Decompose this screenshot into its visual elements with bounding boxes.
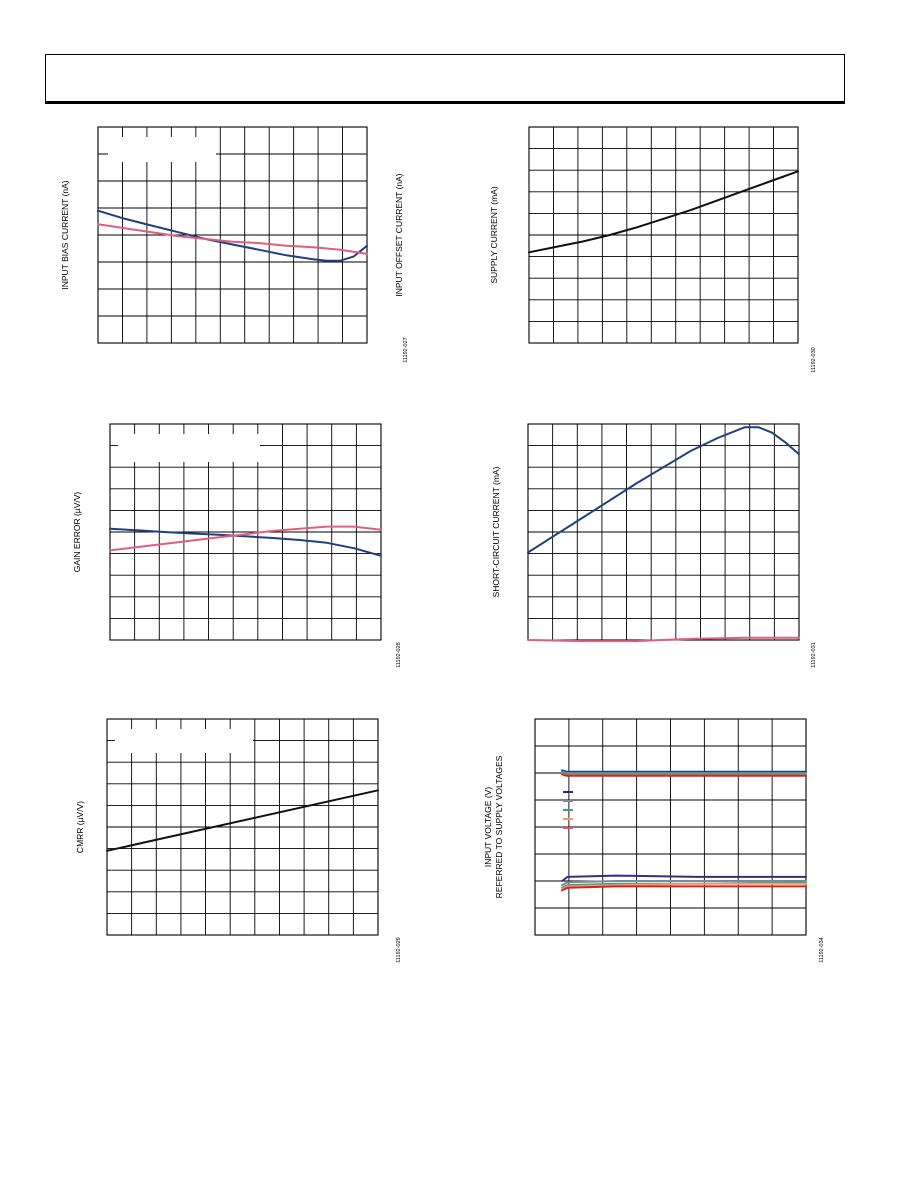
chart-input-bias-offset: INPUT BIAS CURRENT (nA) INPUT OFFSET CURR… bbox=[60, 126, 409, 363]
series-line-2 bbox=[97, 223, 368, 255]
y-axis-label: SUPPLY CURRENT (mA) bbox=[489, 186, 499, 283]
chart-cmrr: CMRR (µV/V) 11192-029 bbox=[75, 718, 402, 963]
y-axis-label: SHORT-CIRCUIT CURRENT (mA) bbox=[491, 466, 501, 597]
plot-frame bbox=[97, 126, 368, 344]
figure-id: 11192-027 bbox=[403, 337, 409, 363]
legend-box bbox=[108, 137, 216, 162]
figure-id: 11192-030 bbox=[811, 347, 817, 373]
page-header bbox=[45, 54, 845, 102]
y-axis-label: INPUT VOLTAGE (V) bbox=[483, 787, 493, 867]
series-line-3 bbox=[561, 772, 807, 776]
plot-frame bbox=[534, 718, 807, 936]
figure-id: 11192-034 bbox=[819, 937, 825, 963]
y-axis-label: INPUT BIAS CURRENT (nA) bbox=[60, 180, 70, 289]
series-line-1 bbox=[97, 209, 368, 262]
series-line-6 bbox=[561, 880, 807, 887]
series-line-1 bbox=[527, 426, 800, 554]
series-line-1 bbox=[106, 789, 379, 852]
series-line-1 bbox=[528, 170, 799, 254]
series-line-2 bbox=[527, 636, 800, 643]
figure-id: 11192-029 bbox=[396, 937, 402, 963]
y-axis-label-right: INPUT OFFSET CURRENT (nA) bbox=[394, 173, 404, 296]
series-line-1 bbox=[561, 769, 807, 773]
y-axis-label: GAIN ERROR (µV/V) bbox=[72, 492, 82, 573]
plot-frame bbox=[106, 718, 379, 936]
series-line-2 bbox=[109, 525, 382, 552]
series-line-5 bbox=[561, 874, 807, 882]
legend-box bbox=[115, 729, 253, 753]
series-line-2 bbox=[561, 770, 807, 774]
chart-gain-error: GAIN ERROR (µV/V) 11192-028 bbox=[72, 423, 402, 668]
series-line-4 bbox=[561, 773, 807, 777]
y-axis-label: CMRR (µV/V) bbox=[75, 801, 85, 853]
legend-box bbox=[118, 434, 260, 462]
series-line-8 bbox=[561, 882, 807, 891]
y-axis-label-line2: REFERRED TO SUPPLY VOLTAGES bbox=[494, 755, 504, 898]
figure-id: 11192-028 bbox=[396, 642, 402, 668]
header-rule bbox=[45, 101, 845, 104]
chart-supply-current: SUPPLY CURRENT (mA) 11192-030 bbox=[489, 126, 817, 373]
figure-id: 11192-031 bbox=[811, 642, 817, 668]
plot-frame bbox=[109, 423, 382, 641]
chart-input-voltage: INPUT VOLTAGE (V) REFERRED TO SUPPLY VOLT… bbox=[483, 718, 825, 963]
plot-frame bbox=[528, 126, 799, 344]
chart-short-circuit-current: SHORT-CIRCUIT CURRENT (mA) 11192-031 bbox=[491, 423, 817, 668]
series-line-9 bbox=[561, 885, 807, 892]
series-line-1 bbox=[109, 527, 382, 557]
